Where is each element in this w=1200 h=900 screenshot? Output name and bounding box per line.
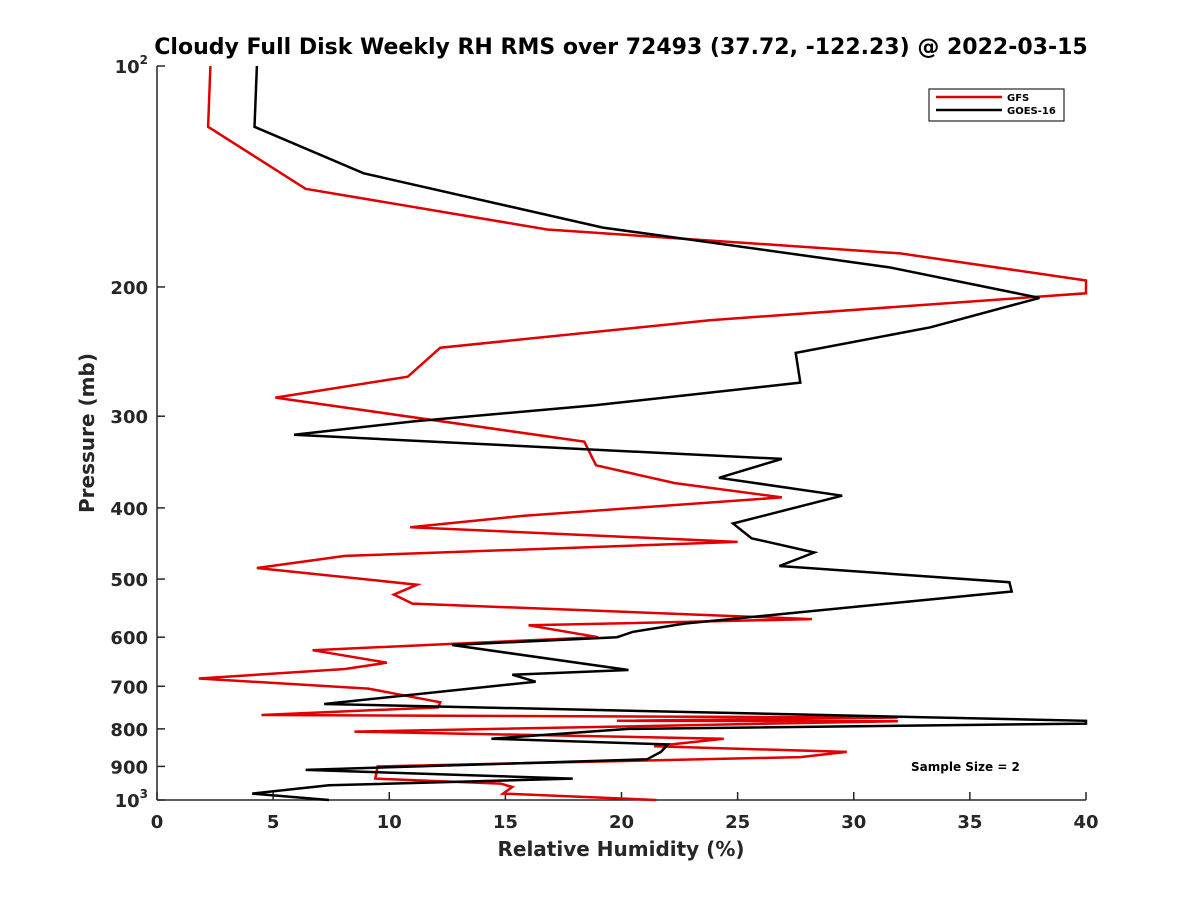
y-tick-exponent: 3 (140, 787, 148, 801)
y-tick-base: 700 (110, 677, 148, 698)
legend-label-gfs: GFS (1007, 93, 1029, 104)
y-tick-base: 10 (115, 57, 140, 78)
legend-box (928, 88, 1065, 122)
y-tick-exponent: 2 (140, 53, 148, 67)
y-tick-label: 800 (110, 720, 148, 741)
y-tick-label: 200 (110, 278, 148, 299)
y-tick-label: 102 (115, 53, 148, 78)
y-tick-base: 600 (110, 628, 148, 649)
chart-title: Cloudy Full Disk Weekly RH RMS over 7249… (154, 35, 1087, 60)
x-axis-ticks: 0 5 10 15 20 25 30 35 40 (151, 792, 1099, 833)
x-tick-label: 35 (957, 812, 982, 833)
x-tick-label: 20 (609, 812, 634, 833)
x-axis-label: Relative Humidity (%) (497, 837, 744, 861)
x-tick-label: 5 (267, 812, 280, 833)
series-group (198, 65, 1088, 802)
plot-area (156, 66, 1086, 801)
y-tick-base: 300 (110, 407, 148, 428)
y-axis-label: Pressure (mb) (75, 353, 99, 513)
series-line-goes16 (252, 65, 1088, 802)
y-tick-label: 600 (110, 628, 148, 649)
x-tick-label: 10 (377, 812, 402, 833)
y-tick-base: 10 (115, 791, 140, 812)
y-tick-label: 900 (110, 757, 148, 778)
y-tick-label: 700 (110, 677, 148, 698)
x-tick-label: 0 (151, 812, 164, 833)
y-tick-label: 103 (115, 787, 148, 812)
y-tick-base: 900 (110, 757, 148, 778)
x-tick-label: 40 (1073, 812, 1098, 833)
y-tick-base: 400 (110, 499, 148, 520)
y-tick-base: 800 (110, 720, 148, 741)
y-tick-base: 500 (110, 570, 148, 591)
y-tick-label: 400 (110, 499, 148, 520)
x-tick-label: 30 (841, 812, 866, 833)
y-tick-base: 200 (110, 278, 148, 299)
x-tick-label: 25 (725, 812, 750, 833)
legend: GFS GOES-16 (928, 88, 1065, 122)
legend-label-goes16: GOES-16 (1007, 106, 1056, 117)
x-tick-label: 15 (493, 812, 518, 833)
y-tick-label: 500 (110, 570, 148, 591)
series-line-gfs (198, 65, 1088, 802)
y-tick-label: 300 (110, 407, 148, 428)
sample-size-annotation: Sample Size = 2 (911, 760, 1020, 774)
